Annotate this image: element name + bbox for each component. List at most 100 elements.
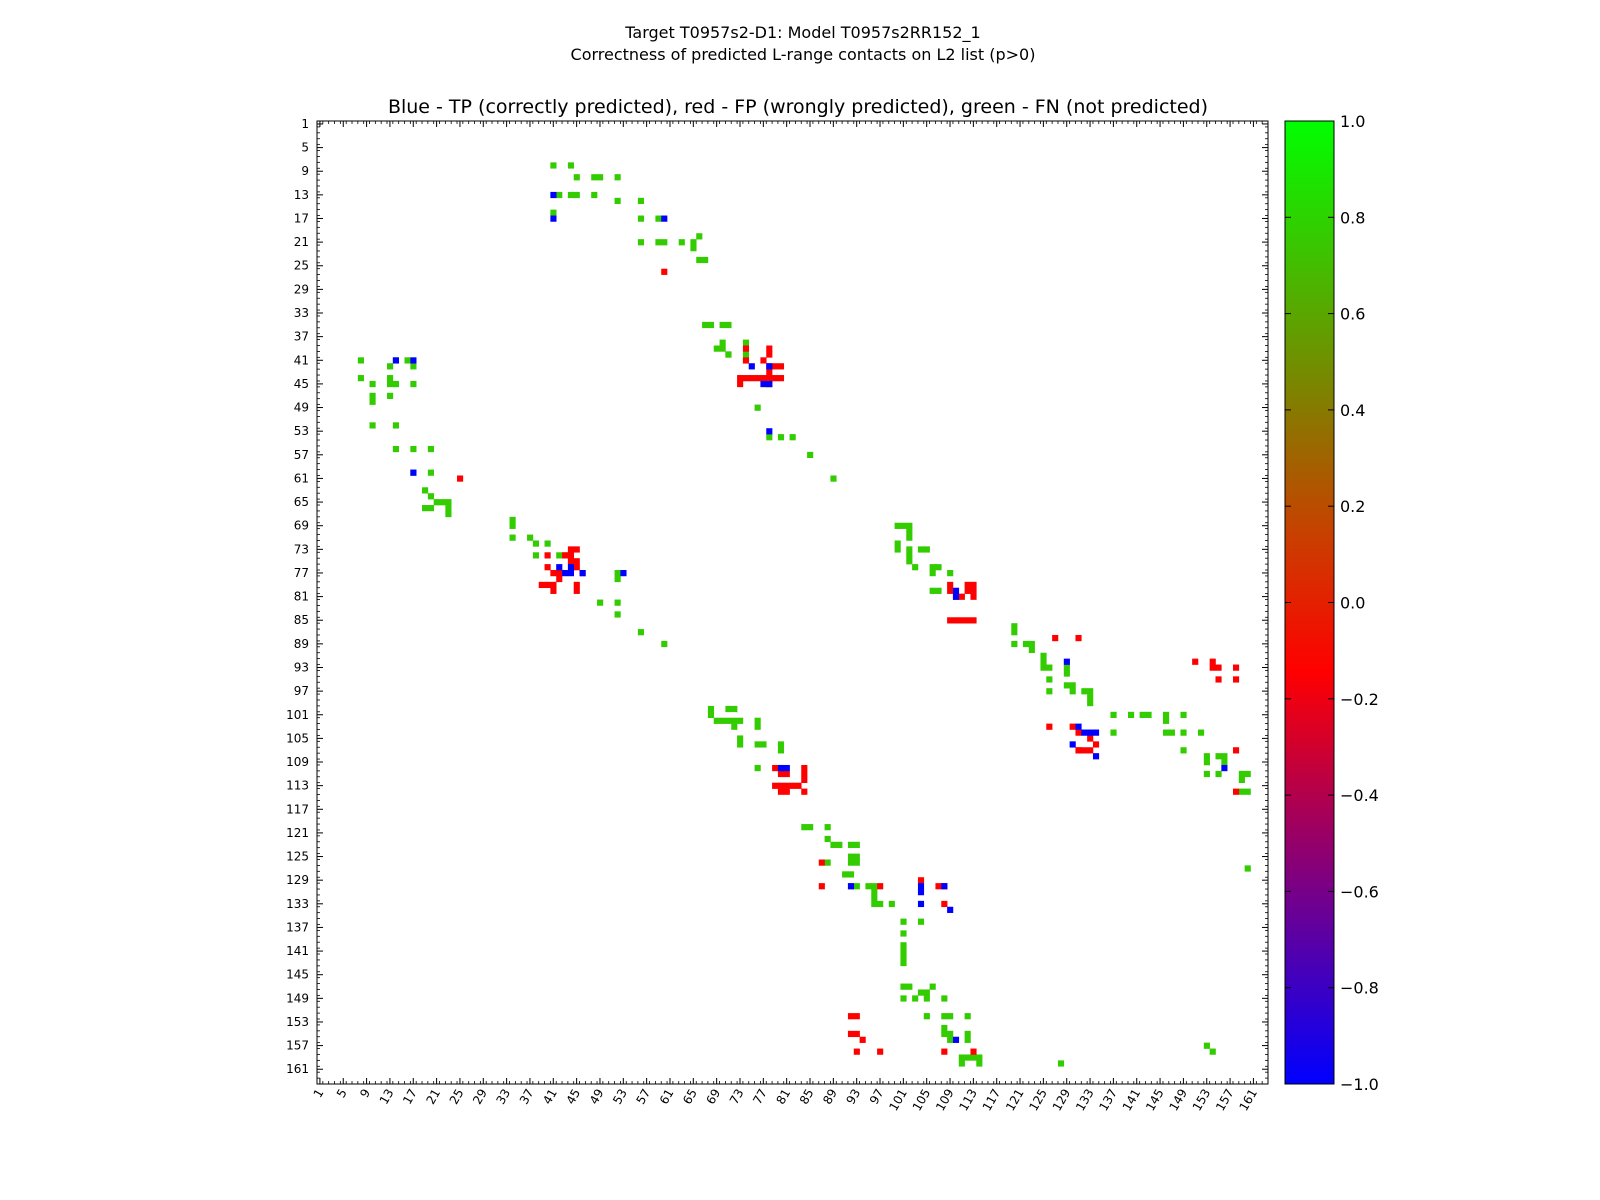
- cell-fn-52-78: [614, 575, 621, 583]
- y-tick-label: 137: [286, 920, 309, 934]
- cell-fn-128-160: [1057, 1060, 1065, 1067]
- cell-fn-108-152: [941, 1013, 948, 1020]
- cell-fn-100-72: [894, 540, 901, 547]
- cell-fp-84-110: [801, 764, 808, 772]
- y-tick-label: 157: [286, 1039, 309, 1053]
- cell-tp-109-134: [947, 906, 954, 913]
- cell-fn-80-107: [777, 747, 785, 754]
- cell-fn-42-13: [556, 191, 563, 199]
- cell-fp-39-79: [538, 581, 545, 589]
- cell-fn-160-127: [1244, 865, 1251, 872]
- cell-fn-109-152: [947, 1013, 954, 1020]
- cell-fn-59-21: [655, 239, 662, 246]
- cell-tp-44-76: [567, 564, 575, 571]
- cell-fp-84-111: [801, 770, 808, 778]
- cell-fn-153-111: [1203, 770, 1210, 778]
- y-tick-label: 89: [294, 637, 309, 651]
- cell-fn-102-70: [906, 528, 913, 535]
- cell-fn-108-155: [941, 1030, 948, 1038]
- cell-tp-41-13: [550, 191, 557, 199]
- x-tick-label: 69: [703, 1087, 723, 1107]
- cell-tp-156-110: [1221, 764, 1228, 772]
- cell-fn-8-41: [357, 357, 364, 364]
- cell-fn-89-61: [830, 475, 837, 482]
- cell-fn-97-133: [877, 900, 884, 908]
- cell-fn-108-149: [941, 995, 948, 1002]
- cell-fn-93-126: [853, 859, 860, 866]
- cell-tp-53-77: [620, 570, 627, 577]
- cell-fn-126-93: [1046, 664, 1053, 671]
- cell-tp-78-53: [766, 428, 773, 435]
- cell-fn-114-160: [976, 1060, 983, 1067]
- cell-fn-48-10: [591, 174, 598, 181]
- colorbar-tick-label: −0.2: [1340, 690, 1379, 709]
- cell-fp-131-88: [1075, 634, 1082, 642]
- cell-fn-20-56: [427, 445, 434, 453]
- cell-fn-103-76: [912, 564, 919, 571]
- cell-fn-52-10: [614, 174, 621, 181]
- cell-fn-106-80: [929, 587, 936, 594]
- cell-fn-102-71: [906, 534, 913, 541]
- cell-fn-109-77: [947, 570, 954, 577]
- cell-fp-104-129: [917, 877, 925, 884]
- cell-fn-105-152: [923, 1013, 930, 1020]
- cell-fn-13-42: [387, 363, 394, 370]
- cell-fn-63-21: [678, 239, 685, 246]
- cell-fn-123-89: [1028, 640, 1035, 648]
- cell-tp-41-17: [550, 215, 557, 222]
- cell-fn-149-107: [1180, 747, 1187, 754]
- y-tick-label: 53: [294, 424, 309, 438]
- x-tick-label: 1: [311, 1087, 327, 1101]
- cell-fn-106-76: [929, 564, 936, 571]
- y-tick-label: 57: [294, 448, 309, 462]
- y-tick-label: 49: [294, 401, 309, 415]
- heatmap-cells: [357, 162, 1251, 1067]
- x-tick-label: 149: [1166, 1087, 1190, 1114]
- cell-fp-133-105: [1087, 735, 1094, 742]
- x-tick-label: 57: [633, 1087, 653, 1107]
- cell-fn-133-99: [1087, 699, 1094, 707]
- cell-fp-131-107: [1075, 747, 1082, 754]
- cell-fn-156-109: [1221, 759, 1228, 766]
- x-tick-label: 49: [587, 1087, 607, 1107]
- cell-fn-108-154: [941, 1024, 948, 1032]
- cell-fp-133-107: [1087, 747, 1094, 754]
- colorbar-tick-label: 0.6: [1340, 305, 1365, 324]
- cell-fn-156-108: [1221, 753, 1228, 760]
- y-axis-ticks: 1 5 9 13 17 21 25 29 33 37 41 45 49 53 57 61 65 69 73 77 81 8…: [286, 117, 1268, 1076]
- cell-fn-14-56: [392, 445, 399, 453]
- y-tick-label: 61: [294, 471, 309, 485]
- colorbar-tick-label: −0.8: [1340, 979, 1379, 998]
- colorbar-gradient: [1285, 121, 1334, 1084]
- cell-fp-155-93: [1215, 664, 1222, 671]
- cell-fn-100-69: [894, 522, 901, 529]
- cell-fn-40-72: [544, 540, 551, 547]
- colorbar-ticks: 1.0 0.8 0.6 0.4 0.2 0.0 −0.2 −0.4 −0.6 −0.8 −1.0: [1285, 112, 1379, 1094]
- x-tick-label: 157: [1213, 1087, 1237, 1114]
- cell-fp-112-80: [964, 587, 971, 594]
- cell-fn-72-102: [731, 717, 738, 724]
- cell-fp-74-39: [742, 345, 750, 352]
- cell-fn-104-148: [917, 989, 925, 996]
- cell-fn-93-125: [853, 853, 860, 860]
- cell-fn-140-101: [1127, 711, 1135, 719]
- chart-title: Blue - TP (correctly predicted), red - F…: [388, 96, 1208, 118]
- x-tick-label: 29: [470, 1087, 490, 1107]
- cell-fn-23-66: [445, 505, 452, 512]
- cell-fn-126-97: [1046, 688, 1053, 695]
- cell-fp-113-79: [970, 581, 977, 589]
- cell-fn-153-157: [1203, 1042, 1210, 1049]
- cell-fn-34-71: [509, 534, 516, 541]
- cell-tp-44-77: [567, 570, 575, 577]
- colorbar-tick-label: 0.8: [1340, 208, 1365, 227]
- cell-fn-102-75: [906, 558, 913, 565]
- cell-fn-56-14: [637, 197, 645, 205]
- cell-fn-13-44: [387, 375, 394, 382]
- x-tick-label: 81: [773, 1087, 793, 1107]
- cell-fp-77-41: [760, 357, 767, 364]
- cell-fn-102-73: [906, 546, 913, 553]
- cell-fn-125-92: [1040, 658, 1047, 665]
- cell-fn-101-141: [900, 948, 907, 955]
- cell-fp-127-88: [1052, 634, 1059, 642]
